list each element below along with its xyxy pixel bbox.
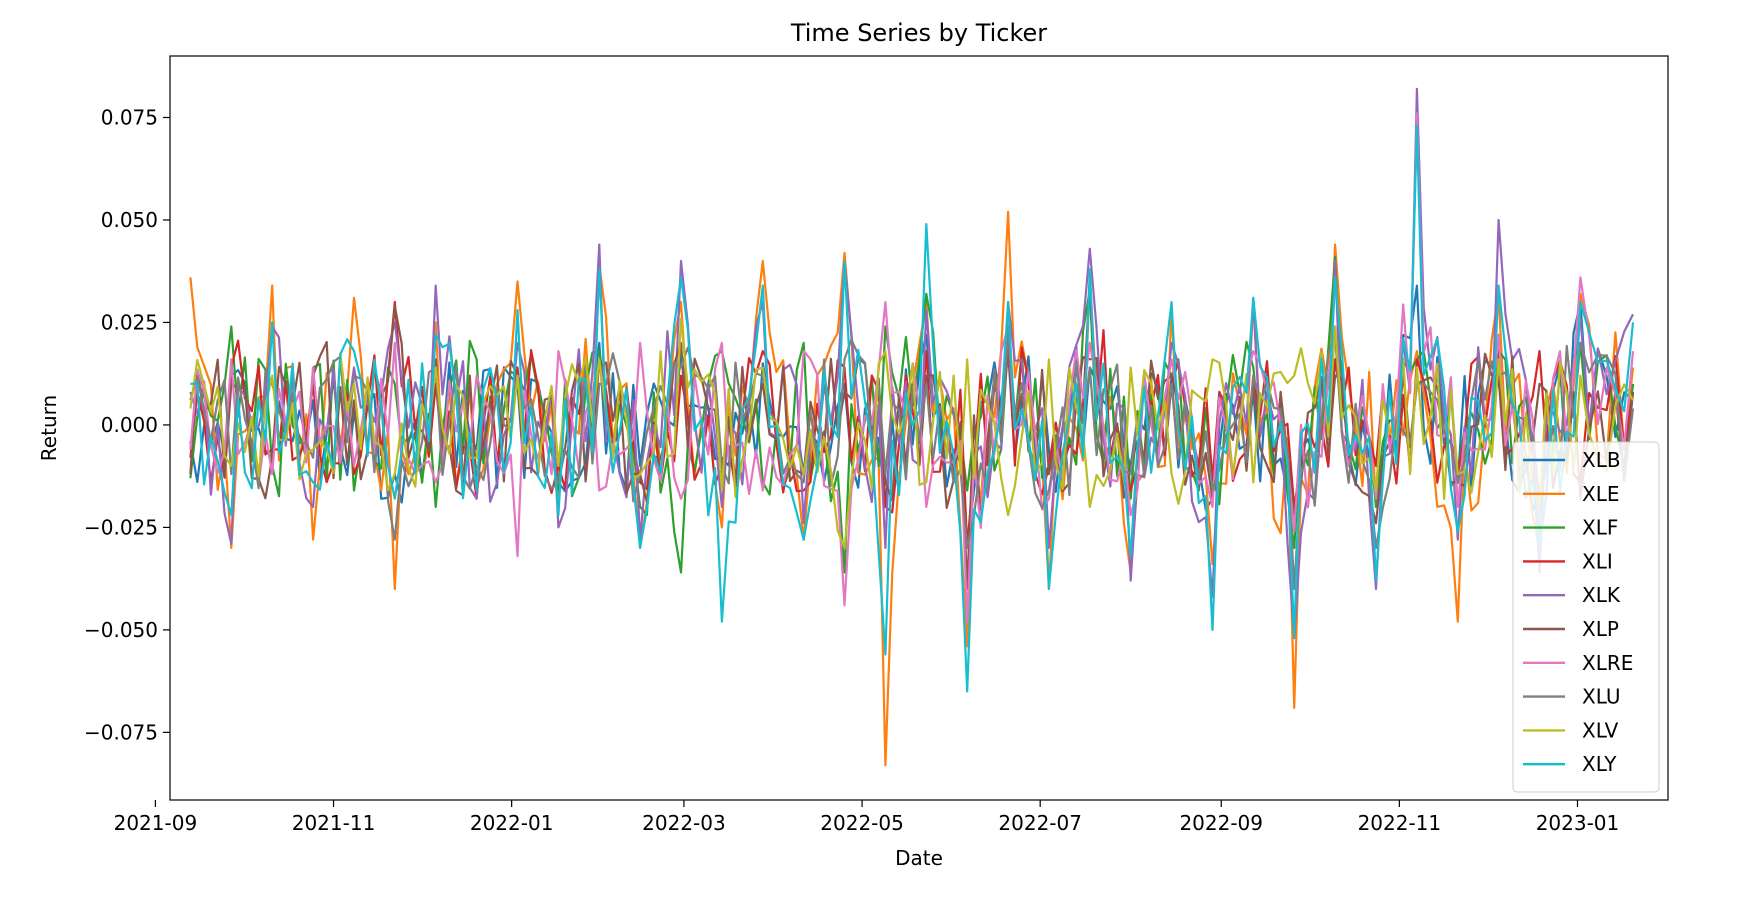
legend-label-xlv: XLV xyxy=(1582,718,1619,742)
chart-title: Time Series by Ticker xyxy=(790,19,1047,47)
x-axis: 2021-09 2021-11 2022-01 2022-03 2022-05 2022-… xyxy=(114,800,1620,835)
series-line-xlu xyxy=(189,325,1635,591)
series-line-xlf xyxy=(189,255,1635,574)
x-axis-title: Date xyxy=(895,846,943,870)
x-tick-label: 2022-07 xyxy=(998,811,1082,835)
y-tick-label: 0.050 xyxy=(101,208,158,232)
legend-label-xli: XLI xyxy=(1582,549,1613,573)
legend-label-xlu: XLU xyxy=(1582,685,1621,709)
series-layer xyxy=(189,87,1635,767)
legend: XLB XLE XLF XLI XLK XLP XLRE XLU XLV XLY xyxy=(1512,441,1660,793)
y-tick-label: 0.000 xyxy=(101,413,158,437)
y-axis: −0.075 −0.050 −0.025 0.000 0.025 0.050 0.075 xyxy=(84,105,170,744)
legend-label-xlf: XLF xyxy=(1582,516,1618,540)
y-tick-label: −0.050 xyxy=(84,618,158,642)
legend-label-xly: XLY xyxy=(1582,752,1617,776)
y-axis-title: Return xyxy=(37,395,61,461)
x-tick-label: 2023-01 xyxy=(1536,811,1620,835)
x-tick-label: 2022-01 xyxy=(470,811,554,835)
x-tick-label: 2022-09 xyxy=(1179,811,1263,835)
legend-label-xlk: XLK xyxy=(1582,583,1621,607)
y-tick-label: −0.025 xyxy=(84,515,158,539)
x-tick-label: 2022-03 xyxy=(642,811,726,835)
legend-label-xle: XLE xyxy=(1582,482,1619,506)
x-tick-label: 2021-11 xyxy=(292,811,376,835)
y-tick-label: 0.025 xyxy=(101,310,158,334)
y-tick-label: −0.075 xyxy=(84,720,158,744)
plot-frame xyxy=(169,55,1669,801)
legend-box xyxy=(1512,441,1660,793)
x-tick-label: 2022-05 xyxy=(820,811,904,835)
x-tick-label: 2022-11 xyxy=(1358,811,1442,835)
y-tick-label: 0.075 xyxy=(101,105,158,129)
series-line-xly xyxy=(190,124,1635,693)
legend-label-xlb: XLB xyxy=(1582,448,1621,472)
x-tick-label: 2021-09 xyxy=(114,811,198,835)
legend-label-xlp: XLP xyxy=(1582,617,1619,641)
legend-label-xlre: XLRE xyxy=(1582,651,1633,675)
